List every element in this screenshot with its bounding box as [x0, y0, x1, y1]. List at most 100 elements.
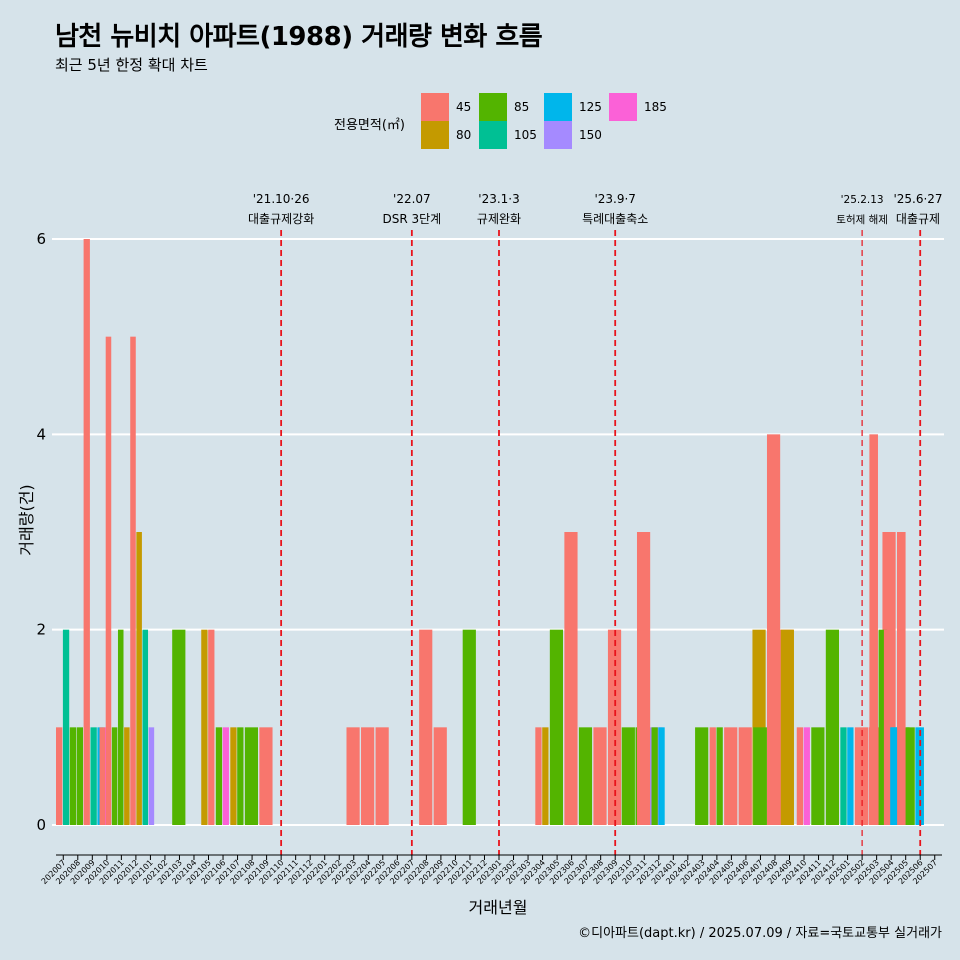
event-lines: '21.10·26 대출규제강화 '22.07 DSR 3단계 '23.1·3 규제완화 '…	[248, 192, 943, 855]
legend-key-185	[609, 93, 637, 121]
event-date-label: '21.10·26	[253, 192, 310, 206]
bar-202010-150	[148, 727, 155, 825]
event-date-label: '22.07	[393, 192, 431, 206]
event-label: 대출규제	[896, 212, 940, 226]
bar-202010-45	[105, 336, 112, 825]
legend-key-85	[479, 93, 507, 121]
event-date-label: '25.2.13	[841, 194, 884, 206]
bar-202007-85	[76, 727, 83, 825]
bar-202309-85	[621, 727, 635, 825]
event-label: 대출규제강화	[248, 212, 314, 226]
bar-202309-45	[607, 629, 622, 825]
bar-202211-85	[462, 629, 476, 825]
bar-202410-185	[803, 727, 810, 825]
legend-key-150	[544, 121, 572, 149]
bar-202501-125	[847, 727, 854, 825]
x-axis-title: 거래년월	[469, 898, 528, 917]
legend-key-45	[421, 93, 449, 121]
bar-202502-45	[854, 727, 869, 825]
bar-202209-45	[433, 727, 447, 825]
y-tick-label: 0	[36, 816, 46, 834]
bar-202107-85	[237, 727, 244, 825]
chart-title: 남천 뉴비치 아파트(1988) 거래량 변화 흐름	[55, 22, 543, 52]
source-caption: ©디아파트(dapt.kr) / 2025.07.09 / 자료=국토교통부 실…	[578, 926, 942, 941]
bar-202208-45	[419, 629, 433, 825]
y-axis-ticks: 0 2 4 6	[36, 230, 46, 834]
bar-202410-45	[796, 727, 804, 825]
bar-202205-45	[375, 727, 389, 825]
bar-202404-85	[716, 727, 723, 825]
y-tick-label: 6	[36, 230, 46, 248]
bar-202007-105	[90, 727, 97, 825]
bar-202108-85	[244, 727, 259, 825]
bar-202501-105	[840, 727, 847, 825]
bar-202403-85	[695, 727, 709, 825]
bar-202106-85	[215, 727, 223, 825]
bar-202007-45	[83, 239, 90, 825]
bar-202405-45	[724, 727, 738, 825]
bar-202412-85	[825, 629, 840, 825]
y-axis-title: 거래량(건)	[17, 484, 36, 555]
y-tick-label: 2	[36, 621, 46, 639]
bar-202406-45	[738, 727, 752, 825]
bar-202503-45	[869, 434, 878, 825]
legend-label-105: 105	[514, 128, 537, 142]
legend-label-125: 125	[579, 100, 602, 114]
gridlines	[52, 238, 944, 826]
bar-202105-80	[201, 629, 208, 825]
event-date-label: '23.9·7	[594, 192, 635, 206]
bar-202007-105	[62, 629, 70, 825]
bar-202304-80	[542, 727, 549, 825]
bar-202204-45	[361, 727, 375, 825]
bar-202103-85	[172, 629, 186, 825]
bar-202010-80	[124, 727, 130, 825]
bar-202007-85	[69, 727, 77, 825]
event-date-label: '23.1·3	[478, 192, 519, 206]
bar-202503-85	[878, 629, 888, 825]
bar-202308-45	[593, 727, 607, 825]
legend-label-80: 80	[456, 128, 472, 142]
bar-202010-85	[117, 629, 124, 825]
legend-key-105	[479, 121, 507, 149]
bar-202007-45	[56, 727, 63, 825]
event-date-label: '25.6·27	[893, 192, 942, 206]
bar-202010-45	[130, 336, 136, 825]
bar-202010-80	[136, 532, 142, 825]
legend-title: 전용면적(㎡)	[334, 118, 405, 133]
bar-202010-45	[99, 727, 106, 825]
bar-202504-125	[890, 727, 898, 825]
bar-202503-85	[906, 727, 915, 825]
bar-202203-45	[346, 727, 360, 825]
bars	[56, 239, 924, 825]
y-tick-label: 4	[36, 425, 46, 443]
legend-label-185: 185	[644, 100, 667, 114]
x-axis: 2020072020082020092020102020112020122021…	[40, 854, 942, 886]
bar-202503-125	[915, 727, 924, 825]
bar-202107-80	[230, 727, 237, 825]
bar-202307-85	[578, 727, 593, 825]
legend-label-150: 150	[579, 128, 602, 142]
bar-202311-45	[636, 532, 651, 825]
legend-key-125	[544, 93, 572, 121]
bar-202312-85	[651, 727, 658, 825]
bar-202105-45	[208, 629, 215, 825]
bar-202407-80	[780, 629, 794, 825]
event-label: DSR 3단계	[382, 212, 441, 226]
bar-202504-45	[883, 629, 891, 825]
bar-202306-45	[564, 532, 578, 825]
legend-key-80	[421, 121, 449, 149]
bar-202411-85	[811, 727, 825, 825]
bar-202106-185	[222, 727, 229, 825]
legend-label-45: 45	[456, 100, 472, 114]
bar-202407-45	[766, 434, 781, 825]
bar-202109-45	[259, 727, 273, 825]
event-label: 토허제 해제	[836, 213, 888, 226]
bar-202010-85	[111, 727, 118, 825]
bar-202312-125	[658, 727, 665, 825]
bar-202404-45	[709, 727, 716, 825]
event-label: 규제완화	[477, 212, 521, 226]
bar-202407-85	[753, 727, 767, 825]
event-label: 특례대출축소	[582, 212, 648, 226]
bar-202503-45	[896, 532, 906, 825]
